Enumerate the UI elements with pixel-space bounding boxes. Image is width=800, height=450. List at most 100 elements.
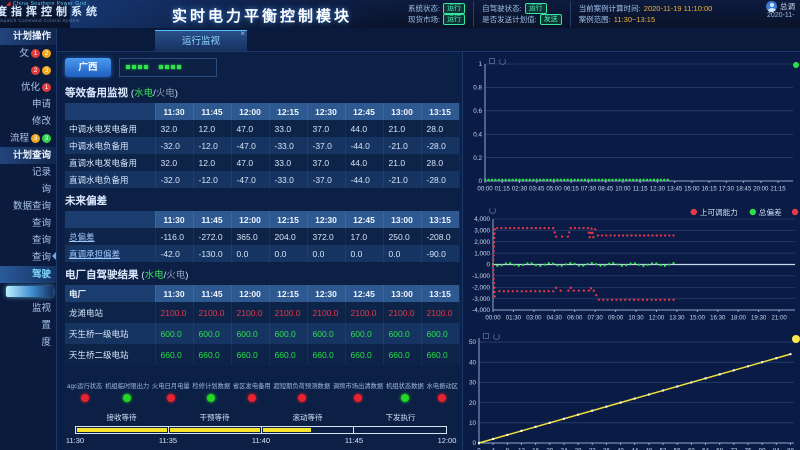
sidebar-item-11[interactable]: 查询 [31, 218, 51, 229]
time-column-header: 11:45 [193, 211, 232, 228]
sidebar-item-8[interactable]: 记录 [31, 167, 51, 178]
cell-value: 37.0 [307, 120, 346, 137]
user-area[interactable]: 总调 2020-11- [766, 1, 800, 19]
sidebar-item-16[interactable]: 监视 [31, 303, 51, 314]
svg-text:68: 68 [716, 448, 723, 450]
sidebar-item-17[interactable]: 置 [41, 320, 51, 331]
status-label: 超短期负荷预测数据 [273, 383, 331, 390]
row-label[interactable]: 总偏差 [65, 228, 156, 245]
cell-value: -44.0 [345, 137, 384, 154]
svg-text:总偏差: 总偏差 [759, 207, 782, 217]
row-label: 直调水电负备用 [65, 171, 156, 188]
refresh-icon[interactable] [489, 207, 496, 214]
row-label[interactable]: 直调承担偏差 [65, 245, 156, 262]
cell-value: 33.0 [269, 120, 308, 137]
sidebar-item-13[interactable]: 查询 [31, 252, 51, 263]
table-row: 天生桥二级电站 660.0 660.0 660.0 660.0 660.0 660.0 660… [65, 344, 460, 365]
svg-text:84: 84 [773, 448, 780, 450]
sidebar-section-7[interactable]: 计划查询 [0, 147, 56, 164]
region-ok-dot [159, 65, 163, 69]
svg-text:-3,000: -3,000 [472, 296, 490, 303]
cell-value: 0.0 [383, 245, 422, 262]
svg-text:64: 64 [702, 448, 709, 450]
status-dot-icon [80, 394, 89, 402]
sidebar-item-5[interactable]: 修改 [31, 116, 51, 127]
cell-value: 600.0 [421, 323, 460, 344]
count-badge: 2 [31, 65, 40, 75]
svg-text:16:15: 16:15 [701, 186, 717, 193]
datasource-status-检修计划数据: 检修计划数据 [192, 381, 230, 402]
data-table-1: 11:30 11:45 12:00 12:15 12:30 12:45 13:00 13:15… [65, 211, 460, 262]
time-column-header: 11:30 [155, 103, 194, 120]
restore-icon[interactable] [483, 333, 489, 339]
case-time-value: 2020-11-19 11:10:00 [643, 4, 713, 13]
status-dot-icon [354, 394, 363, 402]
time-column-header: 11:45 [193, 285, 232, 302]
tab-close-icon[interactable]: × [240, 29, 245, 38]
sidebar-section-14[interactable]: 驾驶 [0, 266, 56, 283]
phase-label: 接收等待 [106, 413, 137, 422]
svg-text:06:15: 06:15 [564, 186, 580, 193]
svg-text:04:30: 04:30 [547, 315, 563, 322]
chart-toolbox [483, 333, 500, 340]
sidebar-item-12[interactable]: 查询 [31, 235, 51, 246]
svg-text:0.4: 0.4 [473, 131, 482, 138]
refresh-icon[interactable] [499, 58, 506, 65]
count-badge: 1 [31, 48, 40, 58]
table-corner-header: 电厂 [65, 285, 156, 302]
svg-text:10:00: 10:00 [615, 186, 631, 193]
cell-value: 33.0 [269, 154, 308, 171]
svg-text:44: 44 [631, 448, 638, 450]
sidebar-item-selected[interactable] [6, 286, 53, 297]
time-column-header: 12:45 [345, 211, 384, 228]
refresh-icon[interactable] [493, 333, 500, 340]
user-name: 总调 [780, 2, 795, 11]
sidebar-item-9[interactable]: 询 [41, 184, 51, 195]
data-table-2: 电厂 11:30 11:45 12:00 12:15 12:30 12:45 13:00 13:… [65, 285, 460, 365]
restore-icon[interactable] [489, 58, 495, 64]
svg-text:-4,000: -4,000 [472, 307, 490, 314]
cell-value: 204.0 [269, 228, 308, 245]
cell-value: 0.0 [345, 245, 384, 262]
autopilot-status-label: 自驾驶状态: [482, 4, 522, 13]
cell-value: 600.0 [345, 323, 384, 344]
svg-text:0.2: 0.2 [473, 155, 482, 162]
svg-text:0: 0 [477, 448, 481, 450]
chart-toolbox [489, 58, 506, 65]
table-row: 直调水电发电备用 32.0 12.0 47.0 33.0 37.0 44.0 21.0 28.0 [65, 154, 460, 171]
svg-text:15:00: 15:00 [690, 315, 706, 322]
sidebar-item-10[interactable]: 数据查询 [12, 201, 51, 212]
sidebar-item-18[interactable]: 度 [41, 337, 51, 348]
sidebar-collapse-handle-icon[interactable] [52, 252, 56, 260]
chart-cumulative-line: 0102030405004812162024283236404448525660… [463, 329, 800, 450]
row-label: 中调水电负备用 [65, 137, 156, 154]
region-button[interactable]: 广西 [65, 57, 111, 77]
cell-value: -21.0 [383, 171, 422, 188]
status-label: 机组状态数据 [385, 383, 424, 390]
region-row: 广西 [65, 56, 460, 78]
sidebar-item-4[interactable]: 申请 [31, 99, 51, 110]
cell-value: 37.0 [307, 154, 346, 171]
chart-svg-2: 0102030405004812162024283236404448525660… [469, 335, 800, 450]
sidebar-item-6[interactable]: 流程 3 3 [0, 130, 56, 147]
svg-text:88: 88 [787, 448, 794, 450]
svg-text:52: 52 [660, 448, 667, 450]
cell-value: -12.0 [193, 171, 232, 188]
region-ok-dot [126, 65, 130, 69]
svg-text:24: 24 [561, 448, 568, 450]
spot-market-label: 现货市场: [408, 15, 441, 24]
svg-text:01:30: 01:30 [506, 315, 522, 322]
svg-text:0: 0 [486, 262, 490, 269]
table-corner-header [65, 211, 156, 228]
sidebar-item-3[interactable]: 优化 1 [0, 79, 56, 96]
tab-run-monitor[interactable]: 运行监视 × [155, 30, 247, 51]
cell-value: 21.0 [383, 120, 422, 137]
cell-value: 44.0 [345, 120, 384, 137]
table-row: 直调承担偏差 -42.0 -130.0 0.0 0.0 0.0 0.0 0.0 -90.0 [65, 245, 460, 262]
cell-value: 2100.0 [345, 302, 384, 323]
status-label: 水电振动区 [426, 383, 458, 390]
case-range-value: 11:30~13:15 [613, 15, 656, 24]
sidebar-section-0[interactable]: 计划操作 [0, 28, 56, 45]
